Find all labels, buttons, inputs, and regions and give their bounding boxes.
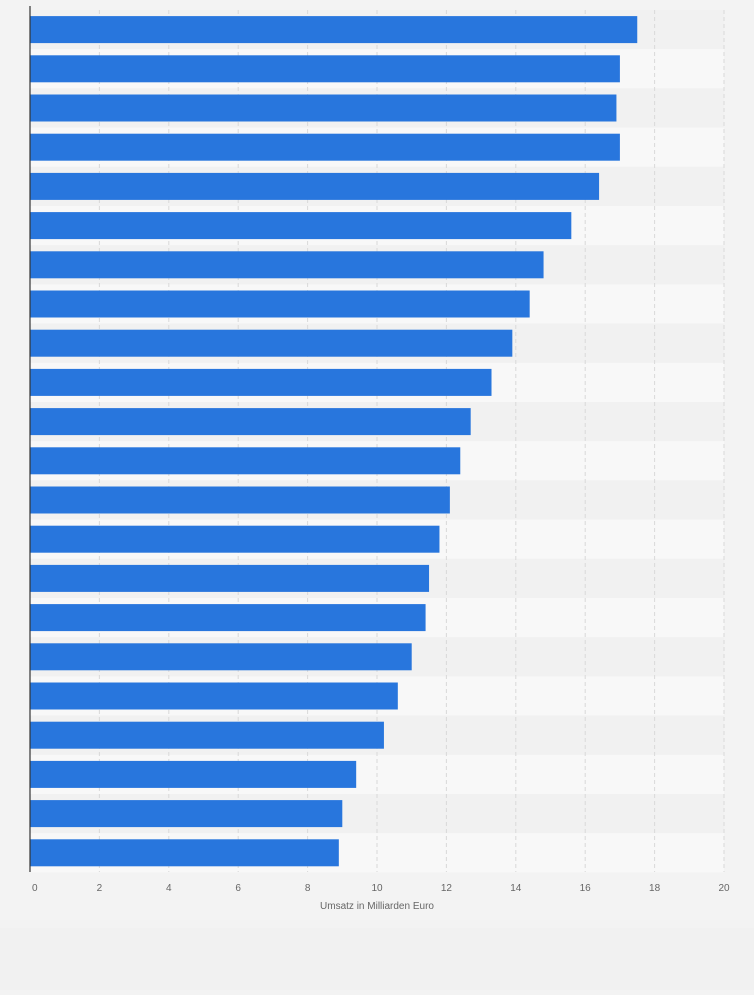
footer-band xyxy=(0,928,754,990)
bar xyxy=(30,682,398,710)
x-tick-label: 4 xyxy=(166,883,172,894)
bar xyxy=(30,133,620,161)
bar xyxy=(30,760,357,788)
x-tick-label: 20 xyxy=(718,883,730,894)
x-tick-label: 6 xyxy=(235,883,241,894)
bar xyxy=(30,172,600,200)
bar xyxy=(30,839,339,867)
x-tick-labels: 0 2 4 6 8 10 12 14 16 18 20 xyxy=(32,883,730,894)
bar xyxy=(30,486,450,514)
bar xyxy=(30,212,572,240)
bar xyxy=(30,800,343,828)
bar xyxy=(30,408,471,436)
x-tick-label: 16 xyxy=(580,883,592,894)
bar xyxy=(30,251,544,279)
x-tick-label: 8 xyxy=(305,883,311,894)
x-tick-label: 14 xyxy=(510,883,522,894)
bar xyxy=(30,604,426,632)
bar xyxy=(30,564,430,592)
bar xyxy=(30,447,461,475)
bar xyxy=(30,16,638,44)
bar xyxy=(30,290,530,318)
bar xyxy=(30,525,440,553)
bar xyxy=(30,329,513,357)
bar xyxy=(30,55,620,83)
bar xyxy=(30,368,492,396)
bar xyxy=(30,643,412,671)
x-axis-label: Umsatz in Milliarden Euro xyxy=(320,901,434,912)
x-tick-label: 2 xyxy=(97,883,103,894)
x-tick-label: 0 xyxy=(32,883,38,894)
x-tick-label: 18 xyxy=(649,883,661,894)
x-tick-label: 10 xyxy=(371,883,383,894)
x-tick-label: 12 xyxy=(441,883,453,894)
bar xyxy=(30,721,384,749)
bars xyxy=(30,16,638,867)
bar xyxy=(30,94,617,122)
